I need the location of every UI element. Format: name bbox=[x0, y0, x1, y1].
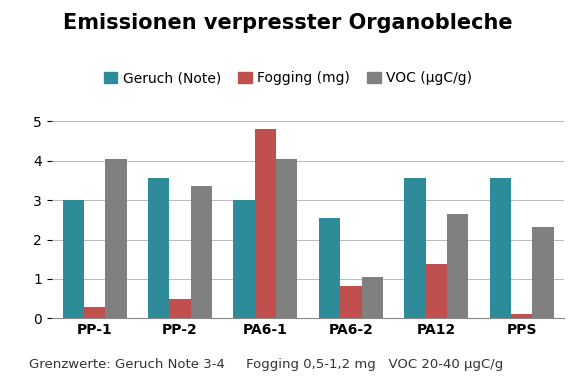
Bar bbox=[426, 264, 447, 318]
Bar bbox=[340, 286, 362, 318]
Bar bbox=[511, 314, 532, 318]
Bar bbox=[105, 159, 127, 318]
Bar bbox=[63, 200, 84, 318]
Bar bbox=[148, 179, 169, 318]
Bar bbox=[169, 299, 191, 318]
Bar bbox=[404, 179, 426, 318]
Bar bbox=[362, 277, 383, 318]
Bar bbox=[255, 129, 276, 318]
Bar bbox=[532, 227, 554, 318]
Bar bbox=[490, 179, 511, 318]
Bar bbox=[319, 218, 340, 318]
Legend: Geruch (Note), Fogging (mg), VOC (μgC/g): Geruch (Note), Fogging (mg), VOC (μgC/g) bbox=[98, 66, 478, 91]
Bar bbox=[84, 307, 105, 318]
Bar bbox=[233, 200, 255, 318]
Bar bbox=[191, 186, 212, 318]
Bar bbox=[276, 159, 297, 318]
Bar bbox=[447, 214, 468, 318]
Text: Emissionen verpresster Organobleche: Emissionen verpresster Organobleche bbox=[63, 13, 513, 33]
Text: Grenzwerte: Geruch Note 3-4     Fogging 0,5-1,2 mg   VOC 20-40 μgC/g: Grenzwerte: Geruch Note 3-4 Fogging 0,5-… bbox=[29, 359, 503, 371]
